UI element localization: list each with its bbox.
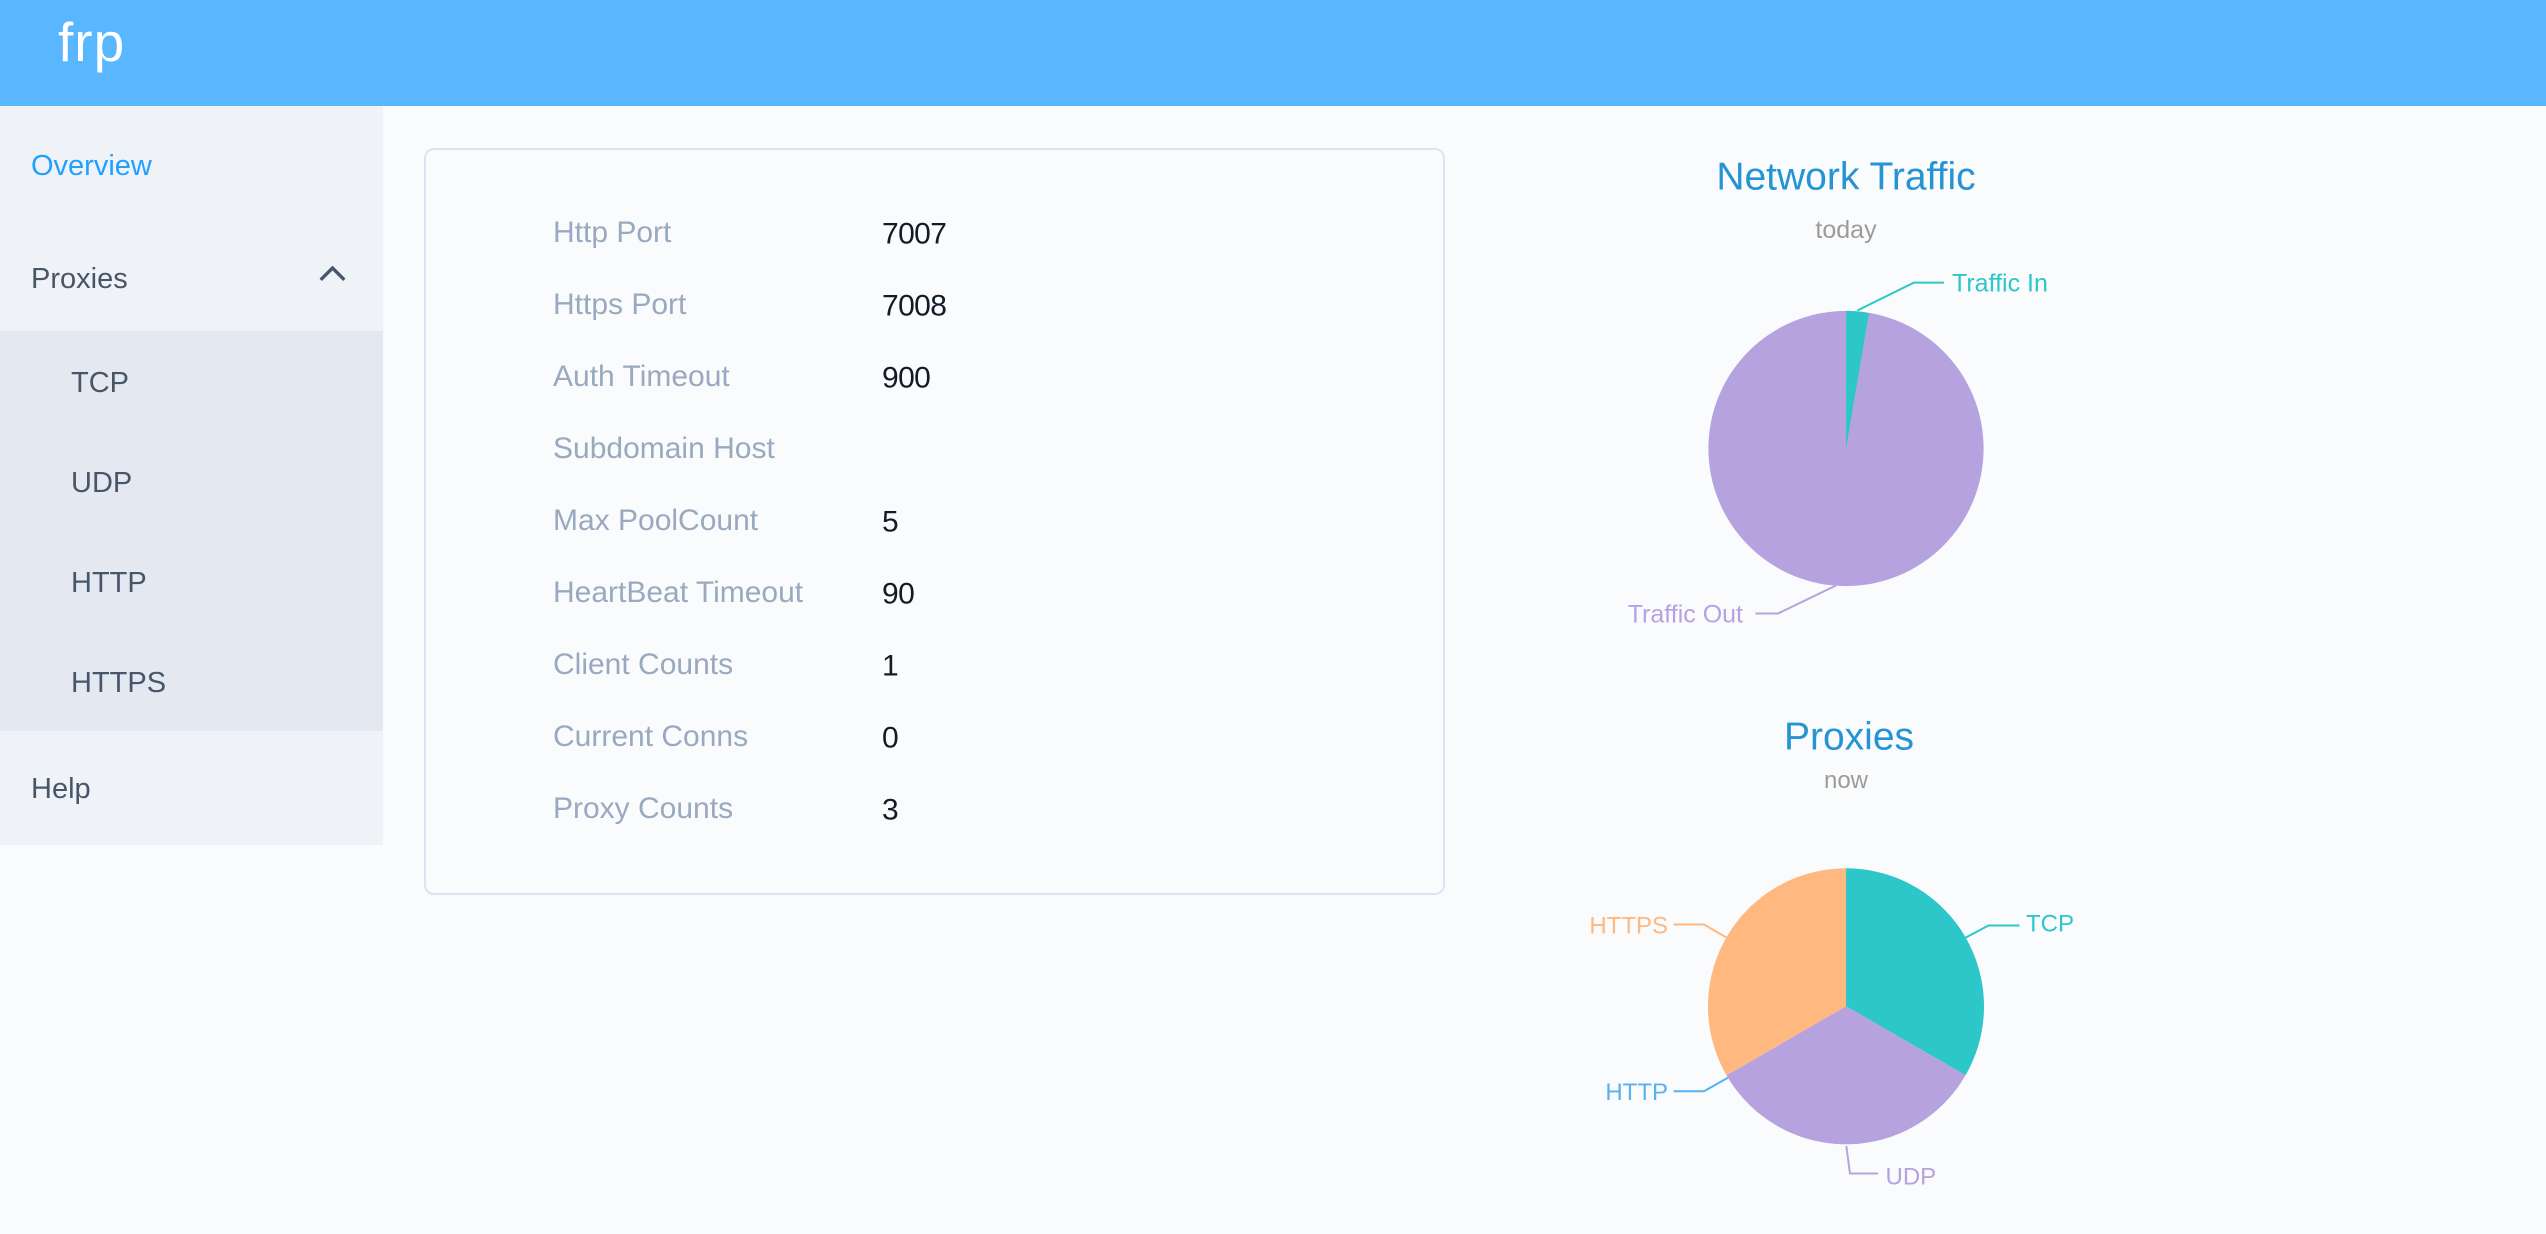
svg-text:Network Traffic: Network Traffic [1716, 155, 1975, 198]
svg-text:Proxies: Proxies [1784, 716, 1914, 759]
svg-text:now: now [1824, 767, 1869, 794]
svg-text:UDP: UDP [1886, 1163, 1937, 1190]
svg-text:TCP: TCP [2026, 911, 2074, 938]
svg-text:Traffic In: Traffic In [1952, 270, 2048, 298]
svg-text:HTTPS: HTTPS [1589, 912, 1668, 939]
svg-text:today: today [1815, 216, 1877, 244]
svg-text:Traffic Out: Traffic Out [1628, 601, 1743, 629]
svg-text:HTTP: HTTP [1605, 1079, 1668, 1106]
